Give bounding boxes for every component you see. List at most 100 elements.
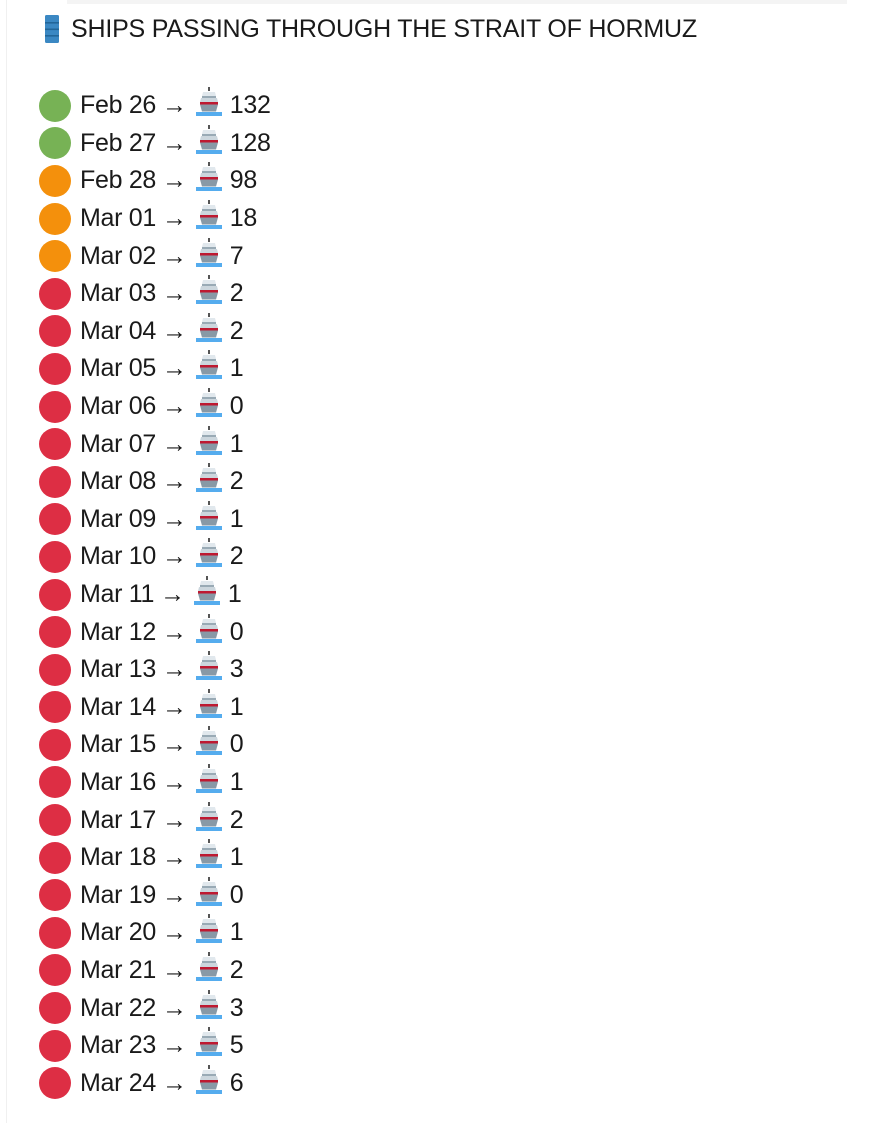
date-label: Mar 22 bbox=[80, 993, 157, 1022]
ship-icon bbox=[193, 160, 225, 201]
list-item: Mar 06 → 0 bbox=[39, 388, 271, 426]
orange-circle-icon bbox=[39, 240, 71, 273]
ship-count: 2 bbox=[229, 542, 244, 571]
ship-icon bbox=[193, 536, 225, 577]
arrow-icon: → bbox=[162, 1031, 187, 1060]
ship-count: 1 bbox=[229, 918, 244, 947]
orange-circle-icon bbox=[39, 164, 71, 197]
list-item: Mar 05 → 1 bbox=[39, 350, 271, 388]
arrow-icon: → bbox=[162, 128, 187, 157]
ship-count: 1 bbox=[229, 354, 244, 383]
ship-count: 0 bbox=[229, 880, 244, 909]
ship-icon bbox=[191, 574, 223, 615]
list-item: Mar 12 → 0 bbox=[39, 613, 271, 651]
list-item: Mar 13 → 3 bbox=[39, 651, 271, 689]
orange-circle-icon bbox=[39, 202, 71, 235]
date-label: Mar 21 bbox=[80, 955, 157, 984]
arrow-icon: → bbox=[162, 655, 187, 684]
green-circle-icon bbox=[39, 89, 71, 122]
ship-icon bbox=[193, 912, 225, 953]
red-circle-icon bbox=[39, 879, 71, 912]
red-circle-icon bbox=[39, 1029, 71, 1062]
red-circle-icon bbox=[39, 841, 71, 874]
ship-count: 98 bbox=[229, 166, 258, 195]
red-circle-icon bbox=[39, 766, 71, 799]
list-item: Mar 21 → 2 bbox=[39, 951, 271, 990]
ship-count: 6 bbox=[229, 1068, 244, 1097]
ship-icon bbox=[193, 800, 225, 841]
red-circle-icon bbox=[39, 653, 71, 686]
red-circle-icon bbox=[39, 578, 71, 611]
ship-count: 132 bbox=[229, 91, 271, 120]
post-title: SHIPS PASSING THROUGH THE STRAIT OF HORM… bbox=[45, 14, 697, 44]
ship-icon bbox=[193, 424, 225, 465]
date-label: Mar 07 bbox=[80, 429, 157, 458]
ship-count: 0 bbox=[229, 392, 244, 421]
red-circle-icon bbox=[39, 616, 71, 649]
date-label: Mar 13 bbox=[80, 655, 157, 684]
date-label: Mar 02 bbox=[80, 241, 157, 270]
red-circle-icon bbox=[39, 428, 71, 461]
red-circle-icon bbox=[39, 1067, 71, 1100]
list-item: Mar 09 → 1 bbox=[39, 499, 271, 540]
arrow-icon: → bbox=[162, 843, 187, 872]
ship-count: 2 bbox=[229, 955, 244, 984]
ship-count: 1 bbox=[229, 767, 244, 796]
arrow-icon: → bbox=[162, 392, 187, 421]
ship-icon bbox=[193, 348, 225, 389]
arrow-icon: → bbox=[162, 1068, 187, 1097]
ship-icon bbox=[193, 988, 225, 1029]
list-item: Mar 18 → 1 bbox=[39, 839, 271, 877]
arrow-icon: → bbox=[162, 429, 187, 458]
arrow-icon: → bbox=[162, 880, 187, 909]
date-label: Mar 12 bbox=[80, 617, 157, 646]
list-item: Mar 24 → 6 bbox=[39, 1064, 271, 1102]
red-circle-icon bbox=[39, 691, 71, 724]
date-label: Mar 09 bbox=[80, 504, 157, 533]
date-label: Mar 20 bbox=[80, 918, 157, 947]
arrow-icon: → bbox=[162, 767, 187, 796]
date-label: Mar 14 bbox=[80, 692, 157, 721]
list-item: Mar 15 → 0 bbox=[39, 726, 271, 764]
ship-icon bbox=[193, 273, 225, 314]
oil-drum-icon bbox=[45, 15, 59, 43]
ship-count: 2 bbox=[229, 279, 244, 308]
list-item: Mar 23 → 5 bbox=[39, 1027, 271, 1065]
ship-count: 1 bbox=[229, 843, 244, 872]
red-circle-icon bbox=[39, 352, 71, 385]
ship-count: 1 bbox=[229, 692, 244, 721]
ship-count: 7 bbox=[229, 241, 244, 270]
red-circle-icon bbox=[39, 916, 71, 949]
list-item: Mar 07 → 1 bbox=[39, 425, 271, 463]
arrow-icon: → bbox=[162, 91, 187, 120]
ship-icon bbox=[193, 875, 225, 916]
date-label: Mar 23 bbox=[80, 1031, 157, 1060]
arrow-icon: → bbox=[162, 993, 187, 1022]
date-label: Mar 17 bbox=[80, 805, 157, 834]
date-label: Mar 06 bbox=[80, 392, 157, 421]
arrow-icon: → bbox=[162, 955, 187, 984]
ship-icon bbox=[193, 236, 225, 277]
ship-icon bbox=[193, 612, 225, 653]
list-item: Mar 19 → 0 bbox=[39, 876, 271, 914]
list-item: Mar 04 → 2 bbox=[39, 312, 271, 351]
ship-icon bbox=[193, 649, 225, 690]
ship-icon bbox=[193, 499, 225, 540]
divider bbox=[67, 0, 847, 4]
ship-icon bbox=[193, 123, 225, 164]
arrow-icon: → bbox=[162, 241, 187, 270]
arrow-icon: → bbox=[162, 316, 187, 345]
ship-count: 3 bbox=[229, 993, 244, 1022]
arrow-icon: → bbox=[160, 580, 185, 609]
ship-icon bbox=[193, 198, 225, 239]
ship-icon bbox=[193, 724, 225, 765]
date-label: Feb 26 bbox=[80, 91, 157, 120]
ship-icon bbox=[193, 386, 225, 427]
arrow-icon: → bbox=[162, 692, 187, 721]
list-item: Mar 08 → 2 bbox=[39, 463, 271, 501]
list-item: Feb 27 → 128 bbox=[39, 123, 271, 164]
arrow-icon: → bbox=[162, 467, 187, 496]
list-item: Mar 03 → 2 bbox=[39, 275, 271, 313]
green-circle-icon bbox=[39, 127, 71, 160]
date-label: Mar 11 bbox=[80, 580, 155, 609]
